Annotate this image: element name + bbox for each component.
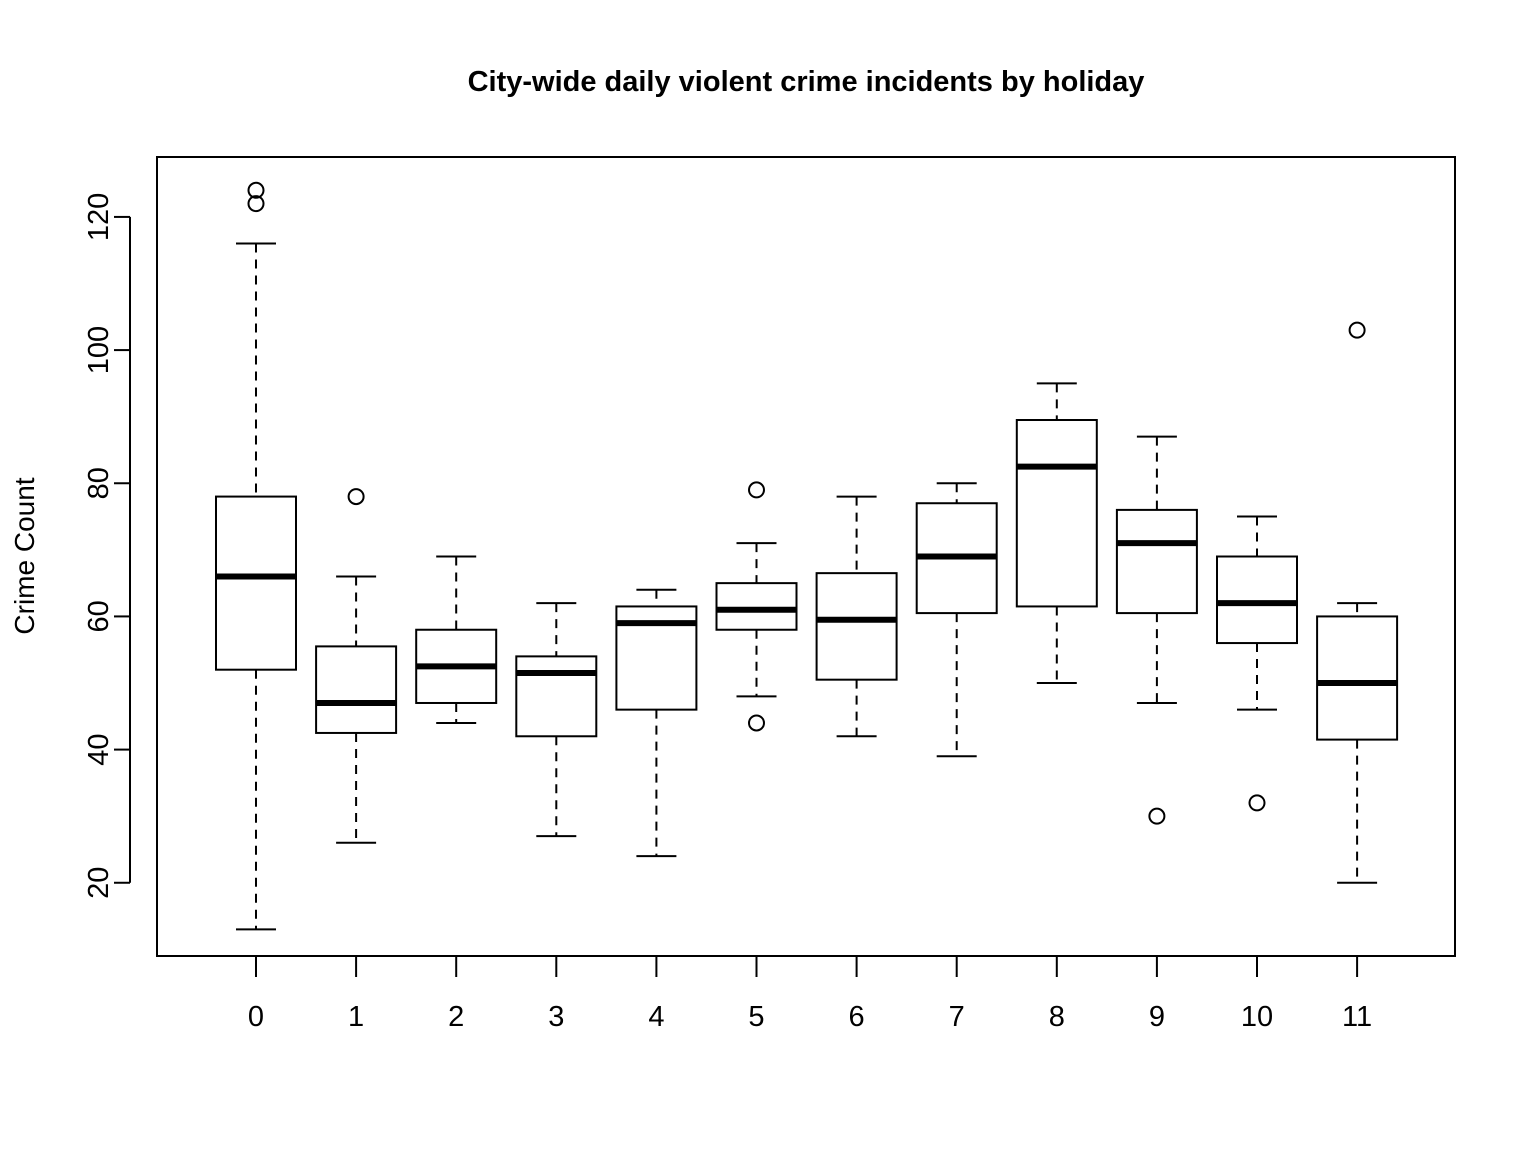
box-1 (315, 645, 398, 734)
x-tick-label-6: 6 (849, 1001, 865, 1033)
box-0 (215, 495, 297, 671)
boxes-layer (215, 181, 1399, 931)
y-tick-label-120: 120 (83, 193, 115, 241)
box-group-1 (315, 488, 398, 844)
box-3 (515, 655, 598, 738)
y-tick-label-100: 100 (83, 326, 115, 374)
box-group-5 (715, 481, 798, 732)
x-axis: 0 1 2 3 4 5 6 7 8 9 10 11 (248, 955, 1372, 1033)
outlier-11-0 (1348, 321, 1366, 339)
outlier-5-0 (748, 481, 765, 499)
x-tick-label-8: 8 (1049, 1001, 1065, 1033)
box-group-7 (915, 482, 998, 758)
x-tick-label-7: 7 (949, 1001, 965, 1033)
outlier-0-1 (247, 181, 265, 199)
x-tick-label-5: 5 (748, 1001, 764, 1033)
x-tick-label-9: 9 (1149, 1001, 1165, 1033)
outlier-5-1 (748, 714, 765, 732)
x-tick-label-4: 4 (648, 1001, 664, 1033)
box-group-8 (1015, 382, 1098, 685)
x-tick-label-2: 2 (448, 1001, 464, 1033)
y-tick-label-20: 20 (83, 867, 115, 899)
box-group-9 (1115, 435, 1198, 825)
x-tick-label-0: 0 (248, 1001, 264, 1033)
outlier-9-0 (1148, 807, 1166, 825)
outlier-0-0 (247, 195, 265, 213)
box-10 (1216, 555, 1298, 645)
box-group-2 (415, 555, 498, 724)
box-group-0 (215, 181, 297, 931)
box-8 (1015, 419, 1098, 608)
outlier-1-0 (347, 488, 365, 506)
chart-title: City-wide daily violent crime incidents … (468, 66, 1145, 98)
box-group-4 (615, 588, 698, 858)
y-axis: 20 40 60 80 100 120 (83, 193, 131, 899)
box-9 (1115, 508, 1198, 615)
box-6 (815, 572, 898, 681)
box-group-10 (1216, 515, 1298, 812)
box-group-3 (515, 602, 598, 838)
y-tick-label-80: 80 (83, 467, 115, 499)
x-tick-label-10: 10 (1241, 1001, 1273, 1033)
box-5 (715, 582, 798, 631)
y-tick-label-40: 40 (83, 733, 115, 765)
box-group-11 (1316, 321, 1399, 884)
box-group-6 (815, 495, 898, 738)
outlier-10-0 (1248, 794, 1266, 812)
box-11 (1316, 615, 1399, 741)
y-axis-label: Crime Count (9, 477, 40, 634)
x-tick-label-3: 3 (548, 1001, 564, 1033)
y-tick-label-60: 60 (83, 600, 115, 632)
x-tick-label-11: 11 (1342, 1001, 1372, 1033)
x-tick-label-1: 1 (348, 1001, 364, 1033)
